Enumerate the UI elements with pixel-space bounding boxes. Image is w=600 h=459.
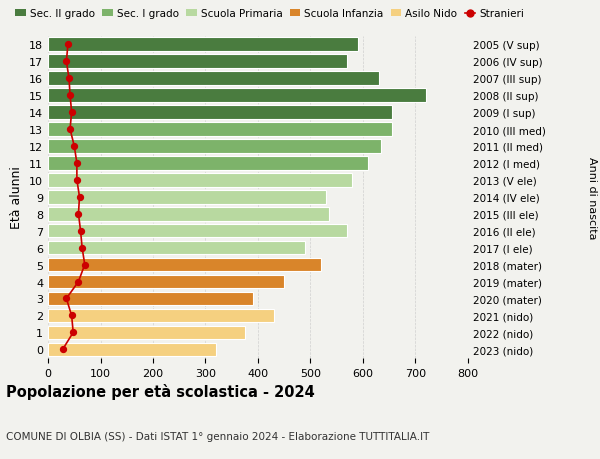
Bar (48, 123, 392, 136)
Bar (48, 292, 253, 306)
Point (65, 92, 75, 100)
Bar (48, 275, 284, 289)
Bar (48, 174, 352, 187)
Point (77, 245, 87, 252)
Bar (48, 190, 326, 204)
Bar (48, 343, 216, 356)
Bar (48, 72, 379, 86)
Bar (48, 56, 347, 69)
Point (74, 194, 84, 201)
Bar (48, 140, 382, 153)
Bar (48, 326, 245, 339)
Point (62, 58, 71, 66)
Text: Anni di nascita: Anni di nascita (587, 156, 597, 239)
Bar (48, 241, 305, 255)
Bar (48, 207, 329, 221)
Bar (48, 89, 426, 103)
Point (67, 109, 76, 117)
Y-axis label: Età alunni: Età alunni (10, 166, 23, 229)
Point (62, 295, 71, 302)
Point (68, 329, 78, 336)
Bar (48, 224, 347, 238)
Bar (48, 309, 274, 323)
Point (64, 75, 74, 83)
Point (74, 211, 83, 218)
Bar (48, 106, 392, 120)
Point (72, 160, 82, 167)
Point (67, 312, 76, 319)
Point (74, 278, 83, 285)
Point (58, 346, 67, 353)
Point (70, 143, 79, 150)
Bar (48, 157, 368, 170)
Point (63, 41, 73, 49)
Point (65, 126, 75, 134)
Point (72, 177, 82, 184)
Point (80, 261, 89, 269)
Text: Popolazione per età scolastica - 2024: Popolazione per età scolastica - 2024 (6, 383, 315, 399)
Legend: Sec. II grado, Sec. I grado, Scuola Primaria, Scuola Infanzia, Asilo Nido, Stran: Sec. II grado, Sec. I grado, Scuola Prim… (11, 5, 529, 23)
Bar (48, 39, 358, 52)
Bar (48, 258, 321, 272)
Point (76, 228, 85, 235)
Text: COMUNE DI OLBIA (SS) - Dati ISTAT 1° gennaio 2024 - Elaborazione TUTTITALIA.IT: COMUNE DI OLBIA (SS) - Dati ISTAT 1° gen… (6, 431, 430, 441)
